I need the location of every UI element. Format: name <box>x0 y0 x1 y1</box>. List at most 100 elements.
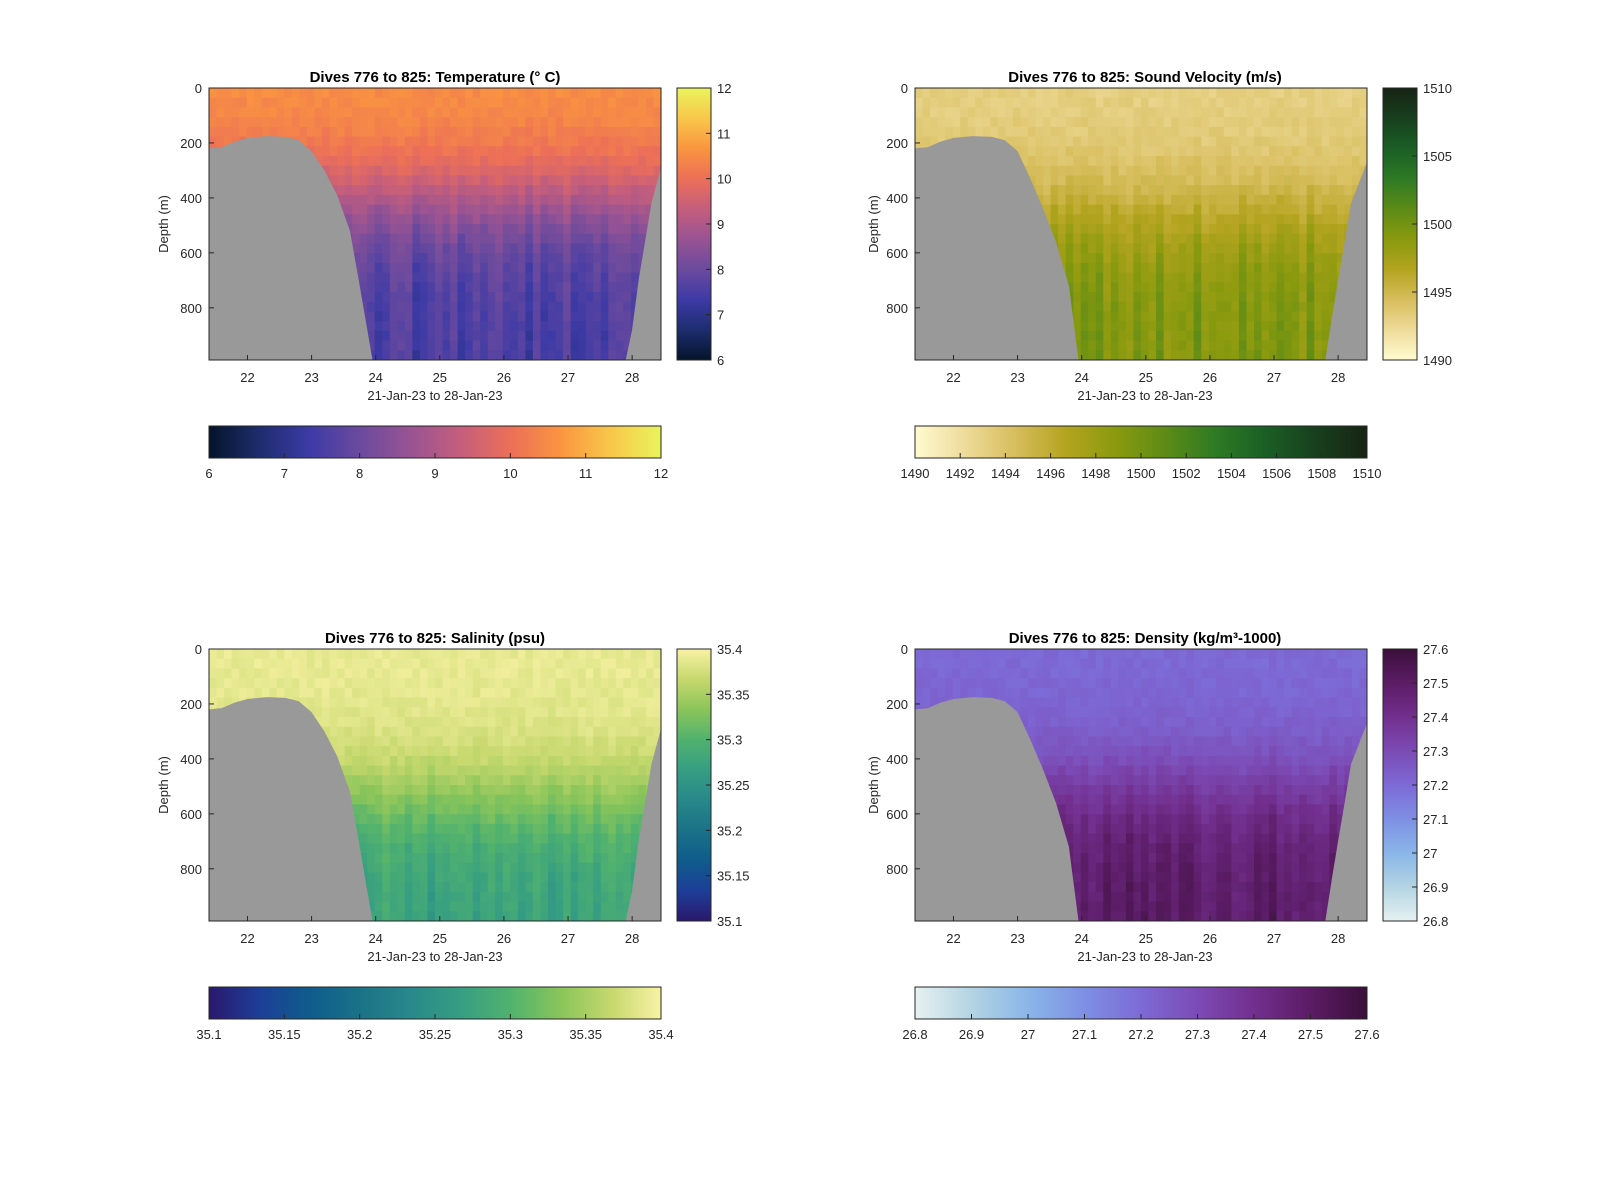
heatmap-cell <box>1178 282 1187 293</box>
heatmap-cell <box>548 833 557 844</box>
heatmap-cell <box>600 321 609 332</box>
heatmap-cell <box>525 882 534 893</box>
heatmap-cell <box>1291 224 1300 235</box>
heatmap-cell <box>1193 117 1202 128</box>
heatmap-cell <box>382 717 391 728</box>
heatmap-cell <box>367 755 376 767</box>
heatmap-cell <box>578 853 587 864</box>
heatmap-cell <box>578 794 587 806</box>
heatmap-cell <box>404 175 413 186</box>
heatmap-cell <box>548 243 557 254</box>
heatmap-cell <box>1193 136 1202 147</box>
heatmap-cell <box>465 736 474 747</box>
heatmap-cell <box>532 649 542 660</box>
heatmap-cell <box>555 321 564 332</box>
heatmap-cell <box>382 901 391 912</box>
heatmap-cell <box>517 224 526 235</box>
heatmap-cell <box>374 97 383 109</box>
heatmap-cell <box>563 97 572 109</box>
heatmap-cell <box>1058 107 1067 118</box>
heatmap-cell <box>540 136 549 147</box>
heatmap-cell <box>1269 146 1278 157</box>
heatmap-cell <box>1035 117 1044 128</box>
heatmap-cell <box>359 843 368 854</box>
heatmap-cell <box>593 97 602 109</box>
heatmap-cell <box>480 282 489 293</box>
colorbar-tick-label: 1490 <box>901 466 930 481</box>
heatmap-cell <box>419 136 429 147</box>
heatmap-cell <box>480 707 489 718</box>
heatmap-cell <box>1238 262 1248 274</box>
heatmap-cell <box>645 136 655 147</box>
heatmap-cell <box>404 785 413 796</box>
heatmap-cell <box>450 804 459 815</box>
heatmap-cell <box>442 668 451 679</box>
heatmap-cell <box>608 311 617 322</box>
heatmap-cell <box>1269 272 1278 283</box>
heatmap-cell <box>1110 253 1119 264</box>
heatmap-cell <box>570 243 579 254</box>
heatmap-cell <box>585 253 594 264</box>
heatmap-cell <box>374 717 383 728</box>
heatmap-cell <box>1231 175 1240 186</box>
heatmap-cell <box>442 224 451 235</box>
heatmap-cell <box>1080 146 1089 157</box>
heatmap-cell <box>1073 165 1082 177</box>
heatmap-cell <box>389 340 398 351</box>
heatmap-cell <box>1254 117 1263 128</box>
heatmap-cell <box>585 707 594 718</box>
heatmap-cell <box>532 330 542 342</box>
heatmap-cell <box>224 97 233 109</box>
heatmap-cell <box>412 736 421 747</box>
heatmap-cell <box>555 911 564 921</box>
heatmap-cell <box>1163 165 1172 177</box>
heatmap-cell <box>254 658 263 670</box>
heatmap-cell <box>397 697 406 708</box>
heatmap-cell <box>1238 185 1248 196</box>
heatmap-cell <box>435 350 444 360</box>
heatmap-cell <box>1088 214 1097 225</box>
heatmap-cell <box>1269 311 1278 322</box>
heatmap-cell <box>427 224 436 235</box>
heatmap-cell <box>329 668 338 679</box>
heatmap-cell <box>563 726 572 738</box>
heatmap-cell <box>1118 253 1127 264</box>
heatmap-cell <box>548 697 557 708</box>
heatmap-cell <box>517 736 526 747</box>
colorbar-tick-label: 7 <box>281 466 288 481</box>
heatmap-cell <box>578 321 587 332</box>
heatmap-cell <box>1208 194 1217 206</box>
heatmap-cell <box>1103 88 1112 99</box>
heatmap-cell <box>412 853 421 864</box>
heatmap-cell <box>532 204 542 215</box>
heatmap-cell <box>502 746 511 757</box>
heatmap-cell <box>457 321 466 332</box>
heatmap-cell <box>367 117 376 128</box>
heatmap-cell <box>1261 175 1270 186</box>
heatmap-cell <box>1269 243 1278 254</box>
heatmap-cell <box>1073 194 1082 206</box>
heatmap-cell <box>555 668 564 679</box>
heatmap-cell <box>600 126 609 138</box>
heatmap-cell <box>1171 194 1180 206</box>
heatmap-cell <box>1193 175 1202 186</box>
heatmap-cell <box>1186 88 1195 99</box>
heatmap-cell <box>419 272 429 283</box>
heatmap-cell <box>442 282 451 293</box>
heatmap-cell <box>1080 350 1089 360</box>
heatmap-cell <box>1276 272 1285 283</box>
heatmap-cell <box>389 165 398 177</box>
heatmap-cell <box>1095 88 1104 99</box>
heatmap-cell <box>314 649 323 660</box>
heatmap-cell <box>487 717 496 728</box>
heatmap-cell <box>1306 117 1315 128</box>
heatmap-cell <box>472 165 481 177</box>
heatmap-cell <box>525 649 534 660</box>
heatmap-cell <box>472 126 481 138</box>
colorbar-tick-label: 9 <box>717 217 724 232</box>
heatmap-cell <box>1246 165 1255 177</box>
heatmap-cell <box>261 649 270 660</box>
heatmap-cell <box>442 350 451 360</box>
heatmap-cell <box>1306 301 1315 313</box>
heatmap-cell <box>465 136 474 147</box>
